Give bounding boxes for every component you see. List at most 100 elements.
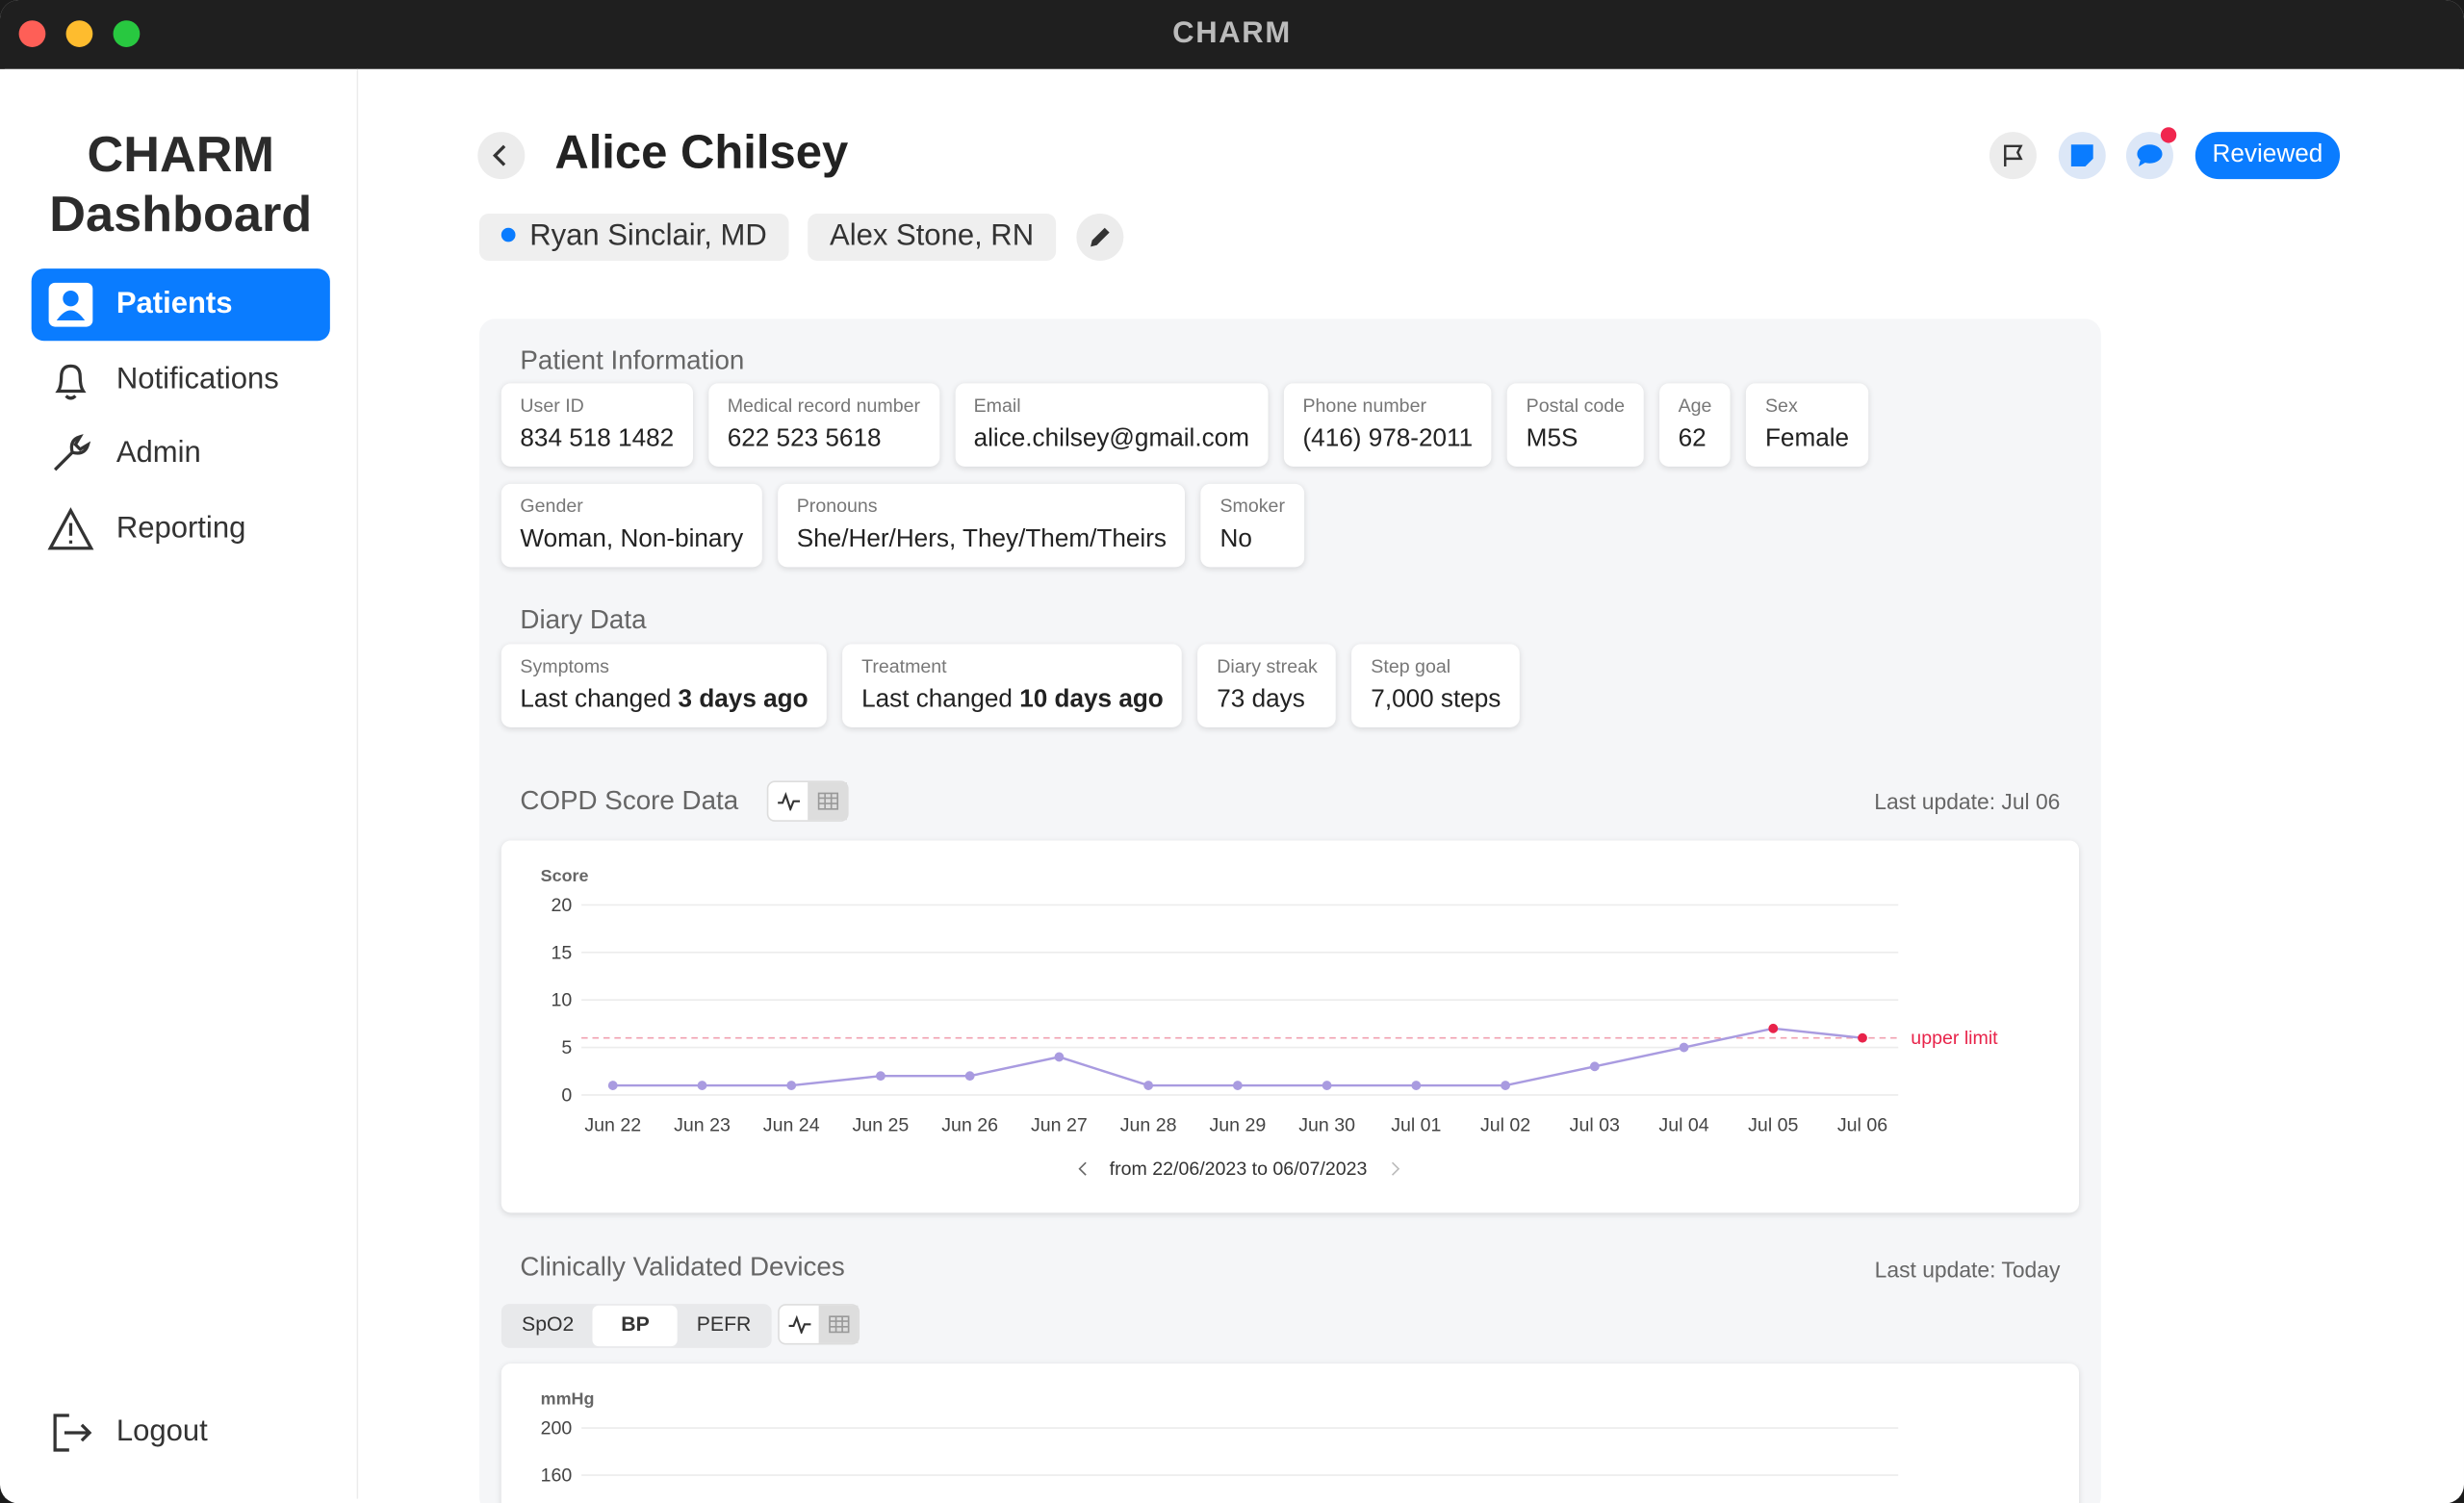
field-label: Symptoms [520,654,609,677]
info-card: Postal code M5S [1507,383,1644,467]
field-value: alice.chilsey@gmail.com [974,425,1249,453]
field-label: Step goal [1371,654,1451,677]
info-row: User ID 834 518 1482 Medical record number… [500,383,1868,467]
icon [53,434,91,471]
nav-item[interactable]: Patients [31,268,330,342]
field-label: Phone number [1302,394,1427,417]
info-card: Step goal 7,000 steps [1351,644,1520,727]
x-tick-label: Jun 23 [674,1115,731,1136]
close[interactable] [18,20,46,47]
score-point [964,1071,975,1082]
view-toggle [778,1304,860,1345]
chip-label: Alex Stone, RN [830,219,1035,253]
device-tab[interactable]: BP [592,1305,679,1347]
field-value: Female [1765,425,1849,453]
x-tick-label: Jul 03 [1570,1115,1620,1136]
score-point [1768,1023,1779,1033]
prev-range[interactable] [1078,1161,1087,1176]
edit-button[interactable] [1076,214,1124,262]
table-view[interactable] [808,782,847,821]
info-card: Age 62 [1659,383,1732,467]
field-label: Pronouns [796,495,878,518]
upper-limit-label: upper limit [1911,1028,1998,1049]
field-label: Postal code [1526,394,1626,417]
next-range[interactable] [1391,1161,1400,1176]
chart-view[interactable] [780,1306,819,1343]
x-tick-label: Jun 25 [853,1115,910,1136]
logout[interactable]: Logout [32,1396,330,1468]
x-tick-label: Jul 05 [1748,1115,1798,1136]
value-text: 622 523 5618 [727,425,882,453]
chart-view[interactable] [768,782,808,820]
chat-button[interactable] [2125,127,2177,180]
value-text: Last changed [861,686,1013,714]
score-line [612,1027,1863,1087]
info-card: Diary streak 73 days [1197,644,1337,727]
reviewed-button[interactable]: Reviewed [2194,132,2341,180]
table-view[interactable] [818,1305,859,1343]
field-label: User ID [520,394,584,417]
field-label: Treatment [861,654,947,677]
flag-button[interactable] [1989,132,2037,180]
nav-label: Notifications [116,363,279,396]
copd-chart: Score 0 5 10 15 20 upper limit Jun 22 Jun 23 Jun … [541,866,1999,1180]
device-tab[interactable]: PEFR [696,1312,752,1336]
y-tick-label: 0 [561,1084,572,1106]
logout-label: Logout [116,1415,208,1449]
nav-item[interactable]: Reporting [32,494,330,566]
value-text: (416) 978-2011 [1302,425,1474,453]
info-card: Sex Female [1746,383,1868,467]
note-button[interactable] [2058,132,2106,180]
app-title: CHARM [87,125,274,183]
section-title: COPD Score Data [520,785,739,816]
field-value: (416) 978-2011 [1302,425,1473,453]
score-point [1589,1061,1600,1072]
main: Alice Chilsey Ryan Sinclair, MD Alex Sto… [358,68,2460,1503]
y-tick-label: 5 [561,1037,572,1058]
x-tick-label: Jun 24 [763,1115,820,1136]
x-tick-label: Jul 04 [1658,1115,1708,1136]
score-point [1143,1081,1154,1090]
nav-item[interactable]: Notifications [32,344,330,417]
info-card: Gender Woman, Non-binary [500,483,762,568]
value-text: Female [1764,425,1850,453]
score-point [1054,1052,1065,1062]
zoom[interactable] [113,20,141,47]
icon [47,507,94,550]
x-tick-label: Jul 01 [1391,1115,1441,1136]
field-value: M5S [1527,425,1625,453]
value-text: Woman, Non-binary [520,525,744,553]
field-label: Smoker [1219,495,1285,518]
care-chip: Alex Stone, RN [808,214,1056,262]
value-text: No [1219,525,1252,553]
field-label: Medical record number [727,394,921,417]
diary-row: Symptoms Last changed 3 days ago Treatment… [500,644,1520,727]
sidebar: CHARM Dashboard Patients Notifications A… [4,68,359,1499]
score-point [1858,1032,1867,1043]
y-axis-label: mmHg [541,1389,595,1409]
field-label: Age [1678,394,1712,417]
nav-item[interactable]: Admin [32,418,330,490]
info-card: Symptoms Last changed 3 days ago [500,644,828,727]
content-panel: Patient Information User ID 834 518 1482 M… [478,318,2101,1503]
section-title: Diary Data [520,604,647,635]
back-button[interactable] [477,132,526,180]
nav-label: Admin [116,436,201,471]
value-text: 62 [1678,425,1707,453]
x-tick-label: Jun 26 [941,1115,998,1136]
score-point [697,1081,707,1090]
x-tick-label: Jun 22 [584,1115,641,1136]
field-value: 622 523 5618 [728,425,920,453]
x-tick-label: Jun 28 [1120,1115,1177,1136]
x-tick-label: Jul 02 [1480,1115,1530,1136]
y-tick-label: 160 [541,1465,573,1487]
minimize[interactable] [65,20,93,47]
info-card: Medical record number 622 523 5618 [708,383,939,467]
value-text: Last changed [520,686,672,714]
bp-chart: mmHg 200 160 [541,1389,1899,1487]
chart-card: mmHg 200 160 [500,1363,2079,1503]
info-card: Email alice.chilsey@gmail.com [954,383,1269,467]
device-tab[interactable]: SpO2 [522,1312,575,1336]
field-value: She/Her/Hers, They/Them/Theirs [797,526,1167,554]
